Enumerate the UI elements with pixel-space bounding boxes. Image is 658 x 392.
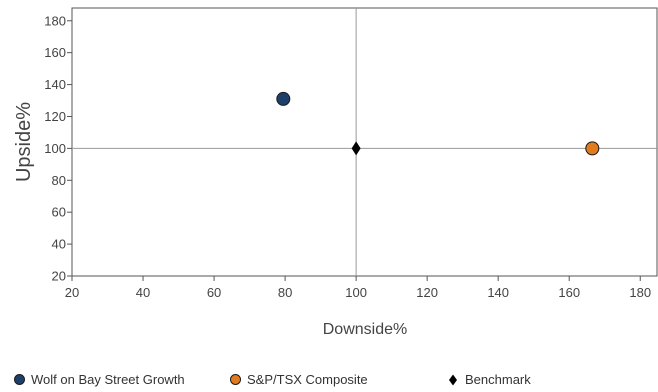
y-tick-label: 160: [44, 45, 66, 60]
x-tick-label: 120: [416, 285, 438, 300]
legend-swatch-wolf: [14, 374, 25, 385]
x-tick-label: 40: [136, 285, 150, 300]
plot-frame: [71, 7, 658, 277]
legend-item-benchmark[interactable]: Benchmark: [447, 372, 531, 387]
x-axis-title: Downside%: [323, 321, 407, 338]
y-axis-title: Upside%: [13, 102, 35, 182]
legend-label-wolf: Wolf on Bay Street Growth: [31, 372, 185, 387]
y-tick-label: 80: [52, 173, 66, 188]
chart-legend: Wolf on Bay Street Growth S&P/TSX Compos…: [0, 372, 658, 392]
legend-diamond-icon: [449, 374, 457, 385]
legend-item-wolf[interactable]: Wolf on Bay Street Growth: [14, 372, 185, 387]
legend-label-sptsx: S&P/TSX Composite: [247, 372, 368, 387]
x-tick-label: 160: [558, 285, 580, 300]
legend-swatch-sptsx: [230, 374, 241, 385]
x-tick-label: 80: [278, 285, 292, 300]
x-tick-label: 20: [65, 285, 79, 300]
y-tick-label: 60: [52, 205, 66, 220]
y-tick-label: 20: [52, 269, 66, 284]
data-point-sptsx: [585, 141, 600, 156]
y-tick-label: 100: [44, 141, 66, 156]
y-tick-label: 40: [52, 237, 66, 252]
x-tick-label: 60: [207, 285, 221, 300]
legend-item-sptsx[interactable]: S&P/TSX Composite: [230, 372, 368, 387]
y-tick-label: 120: [44, 109, 66, 124]
scatter-chart: 20 40 60 80 100 120 140 160 180 20 40 60 80 100 120 140…: [13, 7, 658, 338]
x-tick-label: 100: [345, 285, 367, 300]
data-point-benchmark: [351, 141, 361, 156]
data-point-wolf: [276, 91, 291, 106]
x-tick-label: 140: [487, 285, 509, 300]
y-tick-label: 140: [44, 77, 66, 92]
x-tick-label: 180: [629, 285, 651, 300]
legend-label-benchmark: Benchmark: [465, 372, 531, 387]
y-tick-label: 180: [44, 13, 66, 28]
